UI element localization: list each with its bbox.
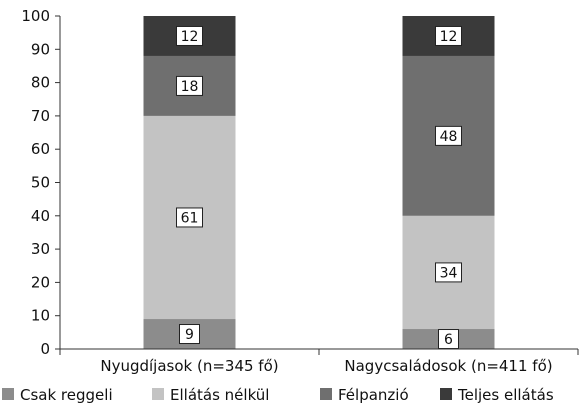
legend: Csak reggeli Ellátás nélkül Félpanzió Telje… <box>2 386 554 404</box>
legend-label: Teljes ellátás <box>457 386 554 404</box>
data-label: 34 <box>440 265 458 281</box>
plot-area: 9 61 18 12 6 34 48 12 <box>143 16 495 350</box>
data-label: 18 <box>181 79 199 95</box>
y-tick-label: 60 <box>31 140 50 158</box>
legend-label: Ellátás nélkül <box>170 386 269 404</box>
y-tick-label: 90 <box>31 40 50 58</box>
y-tick-label: 30 <box>31 240 50 258</box>
data-label-box <box>435 262 462 283</box>
data-label: 9 <box>185 327 194 343</box>
y-axis: 0 10 20 30 40 50 60 70 80 90 100 <box>21 7 61 358</box>
data-label-box <box>176 207 203 228</box>
legend-label: Csak reggeli <box>20 386 113 404</box>
legend-swatch <box>2 388 14 400</box>
data-label: 12 <box>181 29 199 45</box>
data-label: 12 <box>440 29 458 45</box>
data-label: 6 <box>444 332 453 348</box>
data-label-box <box>435 125 462 146</box>
y-tick-label: 50 <box>31 174 50 192</box>
y-tick-label: 80 <box>31 74 50 92</box>
y-tick-label: 0 <box>40 340 50 358</box>
y-tick-label: 20 <box>31 273 50 291</box>
legend-swatch <box>440 388 452 400</box>
legend-label: Félpanzió <box>338 386 409 404</box>
data-label-box <box>176 75 203 96</box>
x-axis: Nyugdíjasok (n=345 fő) Nagycsaládosok (n=… <box>59 348 579 375</box>
y-tick-label: 10 <box>31 307 50 325</box>
data-label: 48 <box>440 129 458 145</box>
data-label-box <box>176 25 203 46</box>
data-label: 61 <box>181 210 199 226</box>
data-label-box <box>179 324 200 345</box>
y-tick-label: 40 <box>31 207 50 225</box>
y-tick-label: 100 <box>21 7 50 25</box>
x-tick-label: Nagycsaládosok (n=411 fő) <box>344 357 552 375</box>
y-tick-label: 70 <box>31 107 50 125</box>
legend-swatch <box>152 388 164 400</box>
data-label-box <box>435 25 462 46</box>
legend-swatch <box>320 388 332 400</box>
x-tick-label: Nyugdíjasok (n=345 fő) <box>100 357 278 375</box>
